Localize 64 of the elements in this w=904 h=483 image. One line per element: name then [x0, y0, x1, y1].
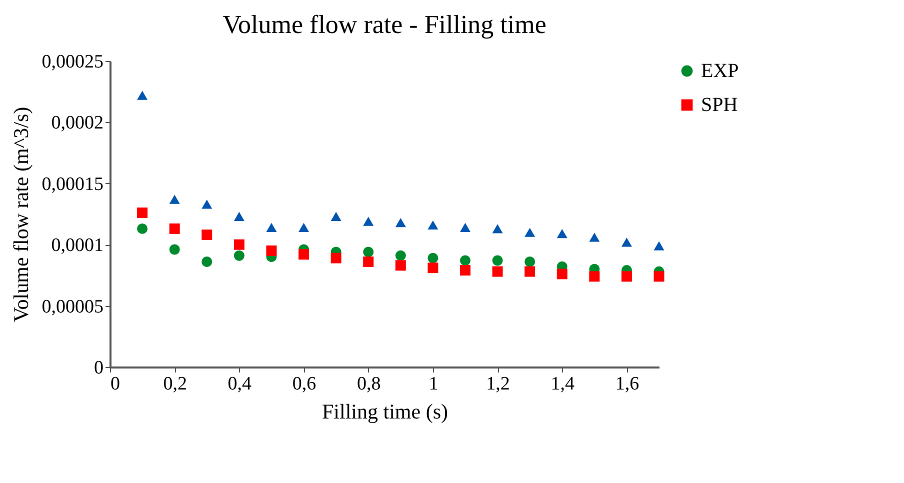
point [556, 229, 568, 238]
x-tick-label: 1,6 [615, 374, 640, 394]
point [428, 220, 438, 230]
point [589, 232, 600, 242]
point [169, 194, 180, 204]
point [395, 260, 406, 271]
y-tick-label: 0,0001 [51, 235, 104, 256]
point [202, 200, 212, 209]
chart-title: Volume flow rate - Filling time [222, 10, 546, 39]
x-tick-label: 1 [428, 374, 438, 394]
legend-label: EXP [701, 60, 739, 82]
point [524, 266, 536, 277]
point [492, 255, 503, 266]
point [330, 212, 342, 221]
y-axis-title: Volume flow rate (m^3/s) [8, 106, 33, 322]
point [621, 271, 632, 282]
point [169, 244, 180, 255]
point [460, 255, 470, 266]
point [363, 256, 374, 267]
x-tick-label: 0,8 [356, 374, 381, 394]
point [524, 228, 536, 237]
x-tick-label: 0,4 [228, 374, 252, 394]
y-tick-label: 0,00025 [42, 52, 104, 72]
point [298, 222, 310, 232]
point [621, 238, 632, 247]
y-tick-label: 0,0002 [51, 112, 104, 134]
point [363, 246, 374, 258]
point [589, 271, 600, 282]
point [137, 208, 148, 218]
point [492, 224, 503, 234]
y-tick-label: 0 [94, 358, 104, 378]
point [654, 241, 664, 250]
point [266, 222, 277, 232]
point [556, 268, 568, 280]
point [234, 239, 244, 250]
point [428, 262, 438, 274]
point [137, 223, 148, 234]
y-tick-label: 0,00015 [42, 174, 104, 195]
x-tick-label: 1,2 [486, 374, 510, 394]
x-tick-label: 0,6 [292, 374, 316, 394]
x-axis-title: Filling time (s) [322, 400, 448, 424]
point [202, 230, 212, 240]
point [492, 266, 503, 277]
point [395, 218, 406, 228]
point [428, 252, 438, 264]
point [460, 222, 470, 232]
x-tick-label: 0,2 [163, 374, 187, 394]
legend-label: SPH [701, 94, 738, 116]
point [169, 223, 180, 234]
x-tick-label: 1,4 [550, 374, 575, 394]
point [330, 252, 342, 264]
point [266, 245, 277, 256]
x-tick-label: 0 [110, 374, 120, 394]
point [395, 250, 406, 261]
point [298, 249, 310, 260]
point [234, 212, 244, 221]
point [460, 265, 470, 276]
point [202, 256, 212, 267]
point [137, 90, 148, 100]
point [363, 216, 374, 226]
point [234, 250, 244, 261]
y-tick-label: 0,00005 [42, 296, 104, 318]
point [524, 256, 536, 267]
point [654, 271, 664, 282]
